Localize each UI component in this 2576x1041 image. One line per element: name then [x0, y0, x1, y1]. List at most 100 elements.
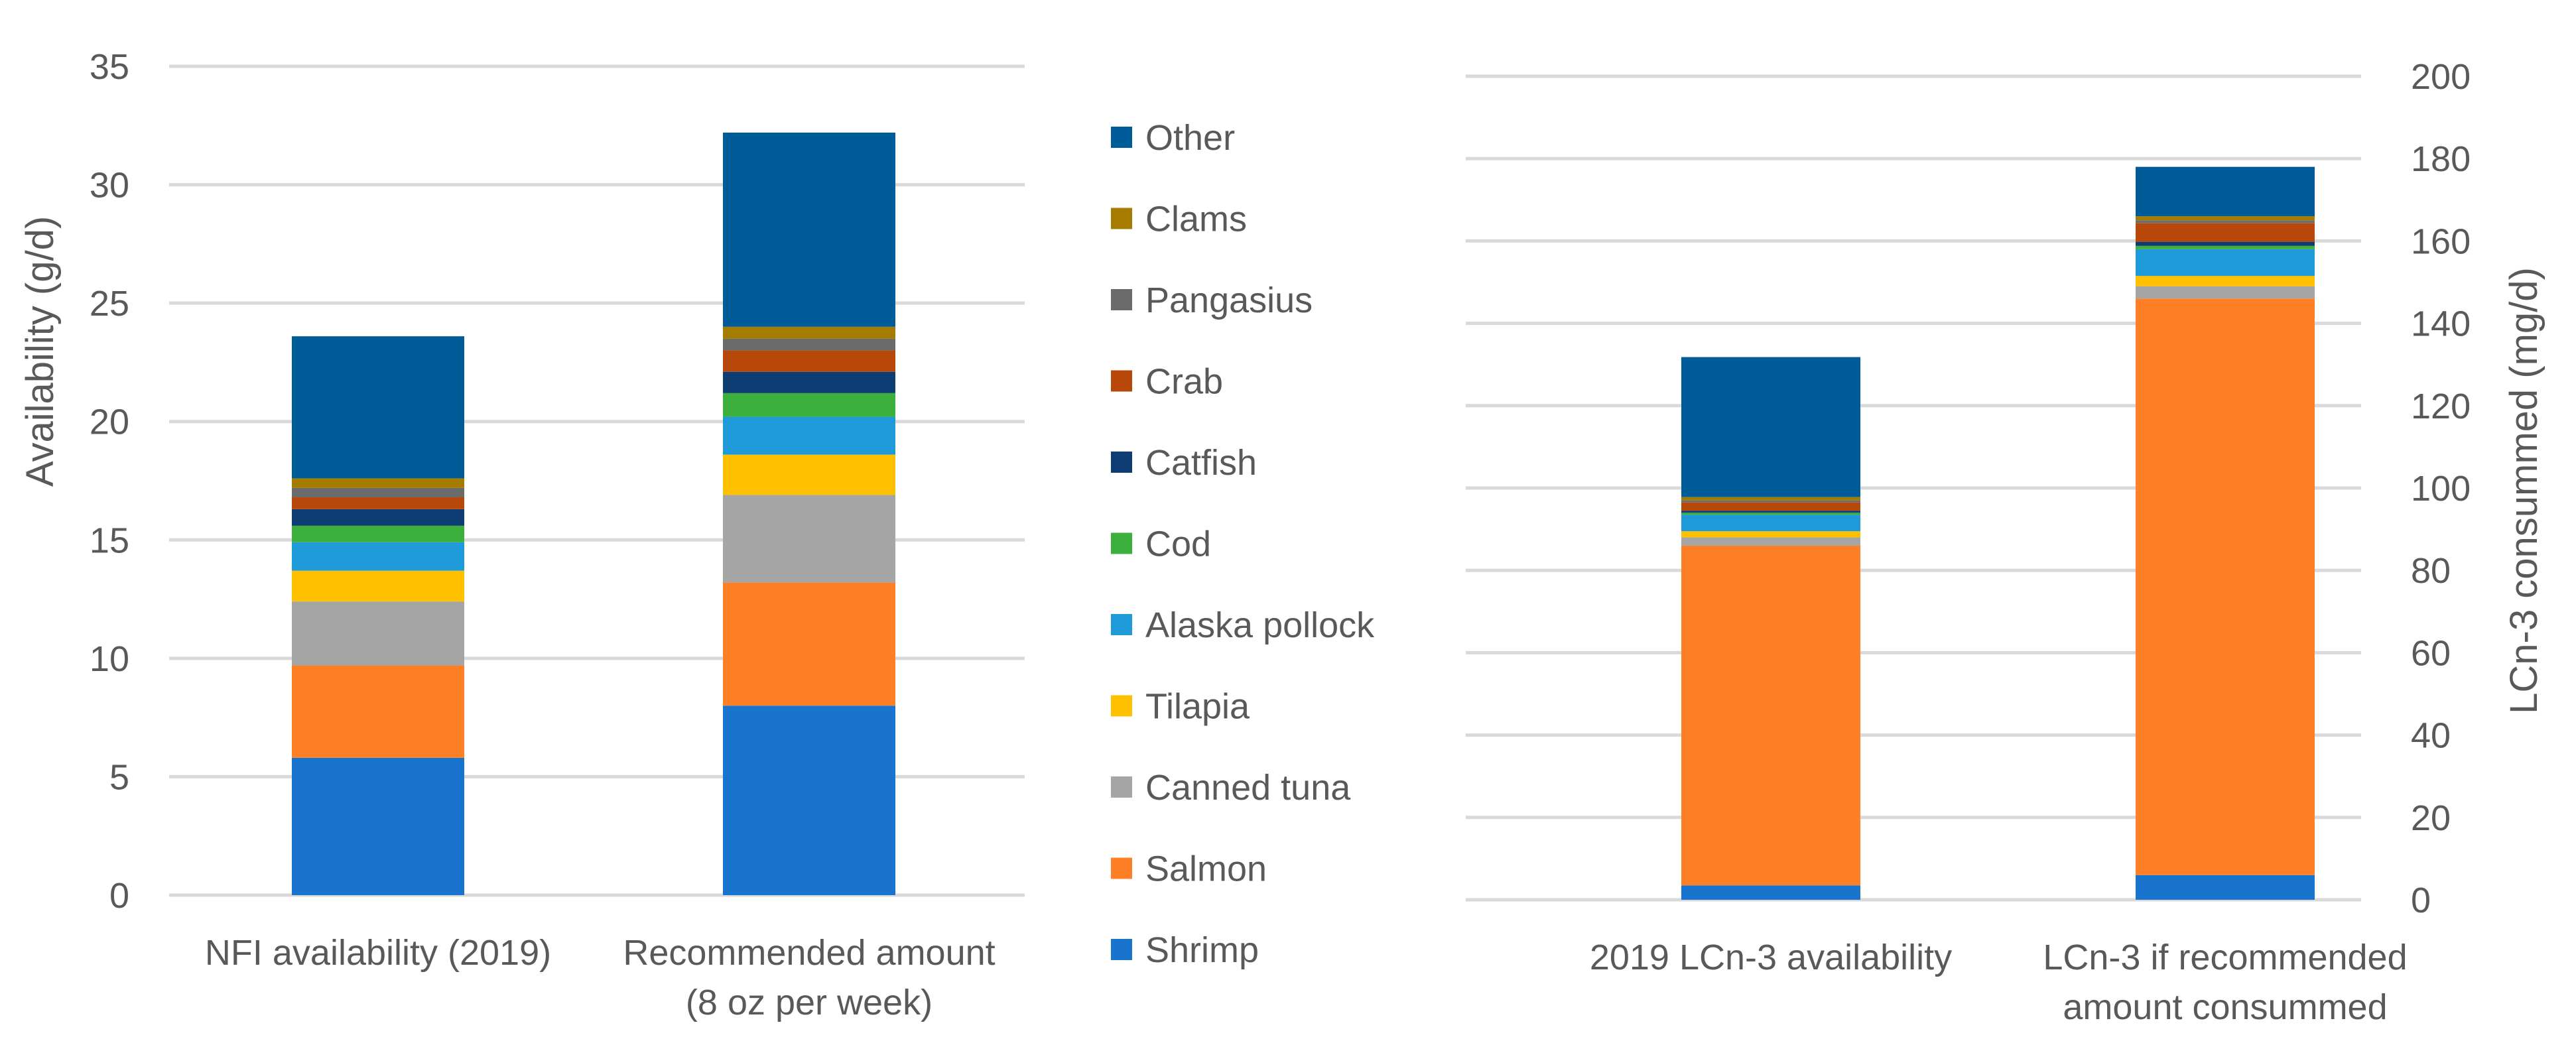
left-category-label: NFI availability (2019) — [205, 933, 551, 973]
left-bar-1-crab — [292, 497, 464, 509]
left-bar-2-canned-tuna — [723, 495, 895, 583]
right-bar-1-alaska-pollock — [1681, 515, 1860, 532]
legend-swatch — [1111, 857, 1132, 879]
legend-label: Shrimp — [1145, 930, 1259, 970]
right-bar-1-canned-tuna — [1681, 537, 1860, 546]
right-bar-2-other — [2136, 166, 2315, 217]
left-y-tick-label: 15 — [90, 520, 129, 560]
legend-label: Cod — [1145, 524, 1211, 564]
right-y-tick-label: 120 — [2411, 387, 2471, 426]
right-bar-1-catfish — [1681, 511, 1860, 513]
right-chart-lcn3: 0 20 40 60 80 100 120 140 160 180 200 2019 LCn-3 a… — [1466, 57, 2545, 1027]
left-bar-2-salmon — [723, 582, 895, 706]
right-bar-1-tilapia — [1681, 531, 1860, 538]
right-y-tick-label: 80 — [2411, 551, 2451, 591]
left-bar-2-other — [723, 133, 895, 327]
right-bar-1-other — [1681, 357, 1860, 497]
left-bar-2-alaska-pollock — [723, 416, 895, 455]
left-category-label: Recommended amount — [623, 933, 995, 973]
legend-swatch — [1111, 208, 1132, 229]
legend-item-canned-tuna: Canned tuna — [1111, 768, 1351, 808]
left-bar-2-cod — [723, 393, 895, 417]
right-bar-1-cod — [1681, 513, 1860, 515]
legend-item-catfish: Catfish — [1111, 443, 1257, 483]
left-bar-2-shrimp — [723, 705, 895, 895]
left-bar-2-crab — [723, 350, 895, 372]
legend-item-alaska-pollock: Alaska pollock — [1111, 605, 1375, 645]
right-category-label: LCn-3 if recommended — [2043, 938, 2407, 977]
right-bar-2-clams — [2136, 216, 2315, 221]
right-y-tick-label: 40 — [2411, 716, 2451, 756]
legend-item-pangasius: Pangasius — [1111, 280, 1313, 320]
right-bar-1-pangasius — [1681, 500, 1860, 503]
right-bar-2-canned-tuna — [2136, 286, 2315, 299]
left-bar-1-shrimp — [292, 757, 464, 895]
legend-item-shrimp: Shrimp — [1111, 930, 1259, 970]
legend-item-clams: Clams — [1111, 200, 1247, 239]
legend-item-other: Other — [1111, 118, 1235, 158]
left-y-tick-label: 0 — [109, 876, 129, 916]
left-y-tick-label: 35 — [90, 47, 129, 87]
left-bar-1-salmon — [292, 665, 464, 758]
legend-label: Other — [1145, 118, 1235, 158]
left-bar-1-alaska-pollock — [292, 542, 464, 571]
left-y-tick-label: 20 — [90, 402, 129, 442]
legend-item-cod: Cod — [1111, 524, 1211, 564]
left-y-axis-title: Availability (g/d) — [19, 216, 62, 487]
right-y-tick-label: 100 — [2411, 469, 2471, 509]
left-bar-1-pangasius — [292, 487, 464, 497]
legend: Other Clams Pangasius Crab Catfish Cod Alaska … — [1111, 118, 1375, 970]
left-bar-2-clams — [723, 326, 895, 339]
legend-label: Tilapia — [1145, 687, 1250, 727]
legend-label: Alaska pollock — [1145, 605, 1375, 645]
right-bar-1-shrimp — [1681, 885, 1860, 900]
right-bar-2-shrimp — [2136, 875, 2315, 900]
legend-label: Clams — [1145, 200, 1247, 239]
legend-swatch — [1111, 614, 1132, 635]
right-category-label: amount consummed — [2063, 987, 2387, 1027]
legend-swatch — [1111, 289, 1132, 310]
legend-item-tilapia: Tilapia — [1111, 687, 1250, 727]
left-bar-2-tilapia — [723, 454, 895, 495]
left-bar-2-pangasius — [723, 338, 895, 351]
left-bar-1-clams — [292, 478, 464, 488]
legend-label: Crab — [1145, 362, 1223, 402]
legend-swatch — [1111, 695, 1132, 717]
right-bar-2-tilapia — [2136, 276, 2315, 286]
legend-swatch — [1111, 127, 1132, 148]
right-bar-1-crab — [1681, 502, 1860, 511]
right-y-tick-label: 0 — [2411, 881, 2431, 920]
legend-swatch — [1111, 532, 1132, 554]
right-y-tick-label: 180 — [2411, 139, 2471, 179]
left-chart-availability: 0 5 10 15 20 25 30 35 NFI availability (2019) Re… — [19, 47, 1025, 1022]
right-y-tick-label: 20 — [2411, 798, 2451, 838]
left-bar-1-catfish — [292, 509, 464, 526]
right-y-tick-label: 60 — [2411, 633, 2451, 673]
right-bar-1-salmon — [1681, 545, 1860, 886]
left-y-tick-label: 25 — [90, 284, 129, 324]
right-bar-2-pangasius — [2136, 220, 2315, 223]
right-category-label: 2019 LCn-3 availability — [1590, 938, 1952, 977]
left-y-tick-label: 10 — [90, 639, 129, 679]
legend-item-salmon: Salmon — [1111, 849, 1267, 889]
left-bar-1-canned-tuna — [292, 601, 464, 666]
left-bar-1-other — [292, 336, 464, 479]
right-bar-2-alaska-pollock — [2136, 249, 2315, 276]
left-y-tick-label: 5 — [109, 757, 129, 797]
right-bar-2-cod — [2136, 245, 2315, 249]
right-bar-2-salmon — [2136, 298, 2315, 875]
legend-label: Salmon — [1145, 849, 1267, 889]
legend-swatch — [1111, 452, 1132, 473]
right-bar-1-clams — [1681, 497, 1860, 501]
legend-swatch — [1111, 370, 1132, 392]
right-y-tick-label: 140 — [2411, 304, 2471, 344]
right-y-tick-label: 200 — [2411, 57, 2471, 97]
legend-item-crab: Crab — [1111, 362, 1223, 402]
legend-swatch — [1111, 776, 1132, 798]
left-y-tick-label: 30 — [90, 166, 129, 206]
left-bar-1-cod — [292, 525, 464, 542]
left-bar-2-catfish — [723, 371, 895, 393]
right-y-axis-title: LCn-3 consummed (mg/d) — [2502, 267, 2545, 714]
